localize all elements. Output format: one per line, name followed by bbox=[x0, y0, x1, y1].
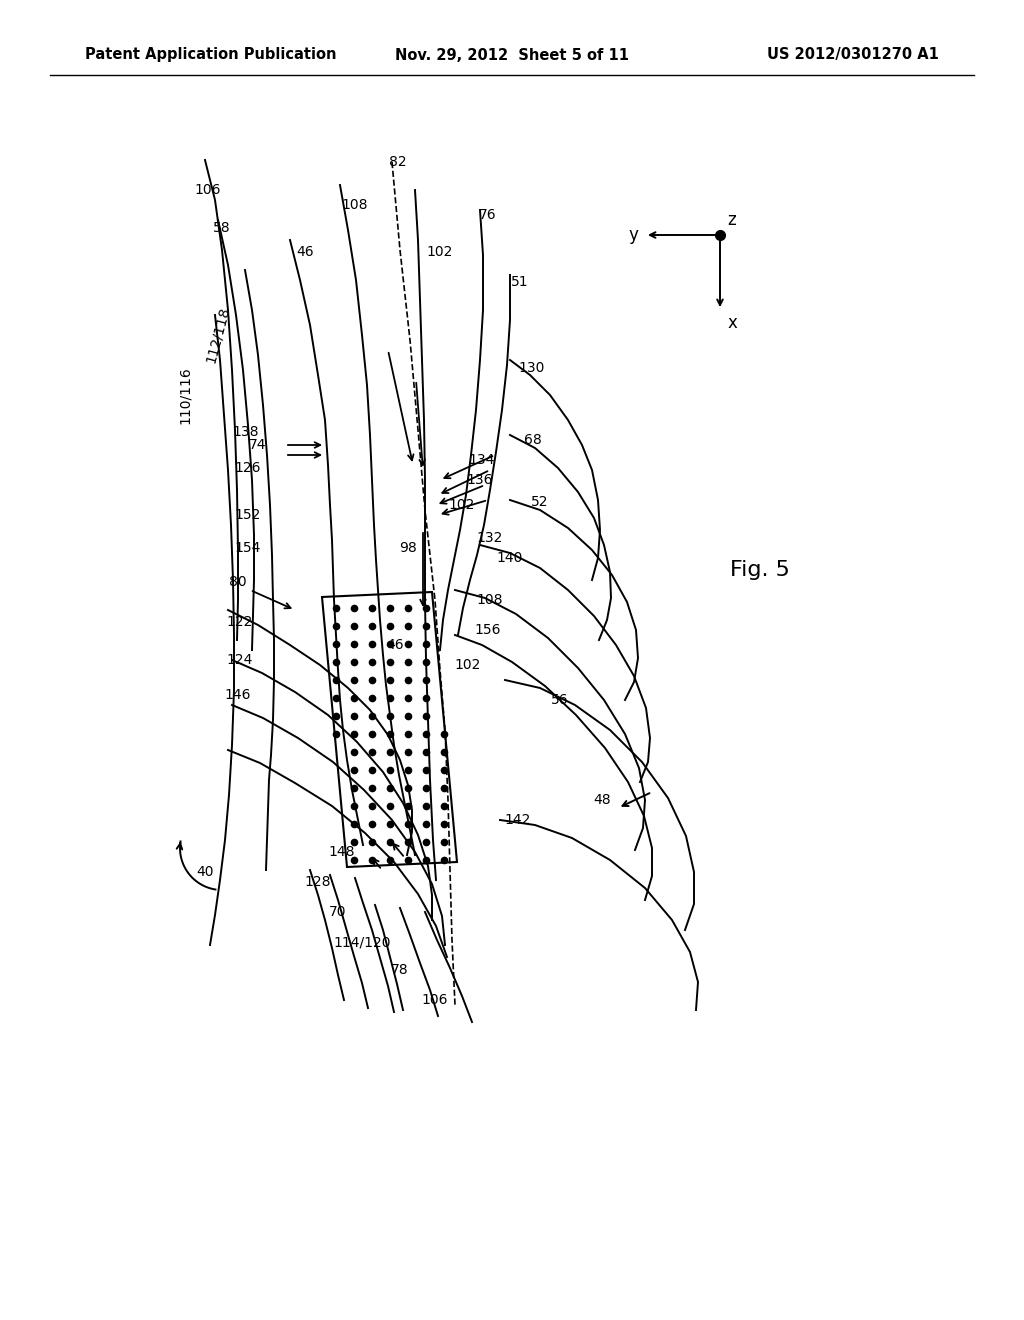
Text: 40: 40 bbox=[197, 865, 214, 879]
Text: 70: 70 bbox=[330, 906, 347, 919]
Text: 130: 130 bbox=[519, 360, 545, 375]
Text: 110/116: 110/116 bbox=[178, 366, 193, 424]
Text: 68: 68 bbox=[524, 433, 542, 447]
Text: 112/118: 112/118 bbox=[204, 305, 232, 364]
Text: 128: 128 bbox=[305, 875, 331, 888]
Text: z: z bbox=[728, 211, 736, 228]
Text: 52: 52 bbox=[531, 495, 549, 510]
Text: Nov. 29, 2012  Sheet 5 of 11: Nov. 29, 2012 Sheet 5 of 11 bbox=[395, 48, 629, 62]
Text: 76: 76 bbox=[479, 209, 497, 222]
Text: 82: 82 bbox=[389, 154, 407, 169]
Text: 56: 56 bbox=[551, 693, 568, 708]
Text: 51: 51 bbox=[511, 275, 528, 289]
Text: 156: 156 bbox=[475, 623, 502, 638]
Text: 102: 102 bbox=[455, 657, 481, 672]
Text: 114/120: 114/120 bbox=[333, 935, 391, 949]
Text: Fig. 5: Fig. 5 bbox=[730, 560, 790, 579]
Text: 146: 146 bbox=[224, 688, 251, 702]
Text: 140: 140 bbox=[497, 550, 523, 565]
Text: 124: 124 bbox=[226, 653, 253, 667]
Text: 152: 152 bbox=[234, 508, 261, 521]
Text: 48: 48 bbox=[593, 793, 610, 807]
Text: US 2012/0301270 A1: US 2012/0301270 A1 bbox=[767, 48, 939, 62]
Text: 142: 142 bbox=[505, 813, 531, 828]
Text: y: y bbox=[628, 226, 638, 244]
Text: 46: 46 bbox=[386, 638, 403, 652]
Text: 126: 126 bbox=[234, 461, 261, 475]
Text: 106: 106 bbox=[195, 183, 221, 197]
Text: 122: 122 bbox=[226, 615, 253, 630]
Text: 102: 102 bbox=[427, 246, 454, 259]
Text: 136: 136 bbox=[467, 473, 494, 487]
Text: Patent Application Publication: Patent Application Publication bbox=[85, 48, 337, 62]
Text: 108: 108 bbox=[477, 593, 503, 607]
Text: 132: 132 bbox=[477, 531, 503, 545]
Text: 46: 46 bbox=[296, 246, 313, 259]
Text: 106: 106 bbox=[422, 993, 449, 1007]
Text: 148: 148 bbox=[329, 845, 355, 859]
Text: 74: 74 bbox=[249, 438, 266, 451]
Text: 154: 154 bbox=[234, 541, 261, 554]
Text: 134: 134 bbox=[469, 453, 496, 467]
Text: 58: 58 bbox=[213, 220, 230, 235]
Text: 78: 78 bbox=[391, 964, 409, 977]
Text: 102: 102 bbox=[449, 498, 475, 512]
Text: 80: 80 bbox=[229, 576, 247, 589]
Text: 98: 98 bbox=[399, 541, 417, 554]
Text: x: x bbox=[727, 314, 737, 333]
Text: 108: 108 bbox=[342, 198, 369, 213]
Text: 138: 138 bbox=[232, 425, 259, 440]
